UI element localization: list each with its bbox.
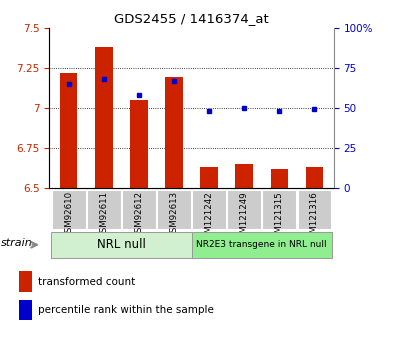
Text: NR2E3 transgene in NRL null: NR2E3 transgene in NRL null	[196, 240, 327, 249]
Bar	[130, 100, 148, 188]
Bar	[87, 190, 120, 229]
Bar	[157, 190, 191, 229]
Bar	[122, 190, 156, 229]
Text: GSM121242: GSM121242	[205, 191, 214, 244]
Bar	[192, 190, 226, 229]
Text: transformed count: transformed count	[38, 277, 135, 287]
Bar	[51, 231, 192, 258]
Text: NRL null: NRL null	[97, 238, 146, 251]
Bar	[192, 231, 332, 258]
Bar	[60, 72, 77, 188]
Text: GSM121315: GSM121315	[275, 191, 284, 244]
Bar	[263, 190, 296, 229]
Bar	[228, 190, 261, 229]
Text: GSM92613: GSM92613	[169, 191, 179, 238]
Text: GSM92612: GSM92612	[134, 191, 143, 238]
Title: GDS2455 / 1416374_at: GDS2455 / 1416374_at	[114, 12, 269, 25]
Bar	[297, 190, 331, 229]
Text: GSM92610: GSM92610	[64, 191, 73, 238]
Bar	[200, 167, 218, 188]
Bar	[165, 77, 183, 188]
Text: GSM92611: GSM92611	[99, 191, 108, 238]
Bar	[95, 47, 113, 188]
Text: strain: strain	[1, 238, 33, 248]
Text: GSM121249: GSM121249	[240, 191, 249, 244]
Bar	[235, 164, 253, 188]
Bar	[52, 190, 86, 229]
Text: GSM121316: GSM121316	[310, 191, 319, 244]
Text: percentile rank within the sample: percentile rank within the sample	[38, 305, 214, 315]
Bar	[19, 271, 32, 292]
Bar	[19, 300, 32, 320]
Bar	[306, 167, 323, 188]
Bar	[271, 169, 288, 188]
